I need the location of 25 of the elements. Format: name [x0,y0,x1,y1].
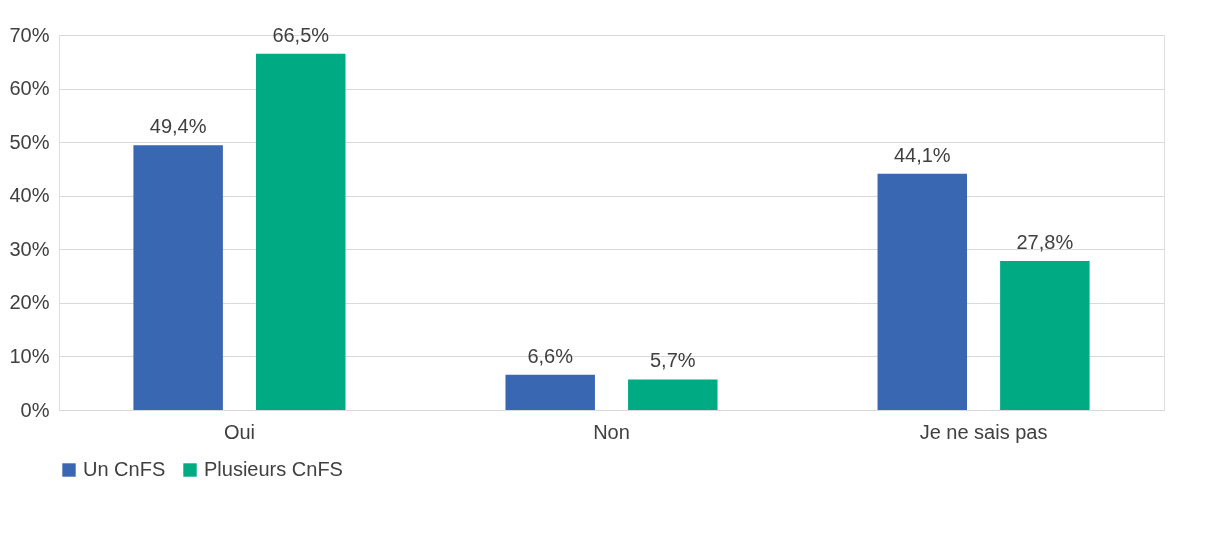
data-label: 66,5% [272,23,330,46]
legend-label: Un CnFS [83,458,166,480]
bar [1000,261,1090,410]
data-label: 44,1% [893,143,951,166]
y-tick-label: 70% [9,23,50,46]
x-tick-label: Oui [223,420,256,443]
y-tick-label: 30% [9,237,50,260]
data-label: 6,6% [527,344,574,367]
y-tick-label: 0% [20,398,50,421]
data-label: 27,8% [1016,231,1074,254]
data-label: 5,7% [650,349,696,372]
y-tick-label: 10% [9,344,50,367]
y-tick-label: 20% [9,291,50,314]
legend-label: Plusieurs CnFS [204,458,343,480]
bar [877,173,968,410]
y-tick-label: 40% [9,184,50,207]
bar [255,53,346,410]
bar [628,379,718,410]
data-label: 49,4% [149,115,207,138]
x-tick-label: Je ne sais pas [919,420,1048,443]
x-tick-label: Non [593,420,630,443]
y-tick-label: 50% [9,130,50,153]
y-tick-label: 60% [9,77,50,100]
bar [133,145,223,410]
bar [505,374,595,410]
